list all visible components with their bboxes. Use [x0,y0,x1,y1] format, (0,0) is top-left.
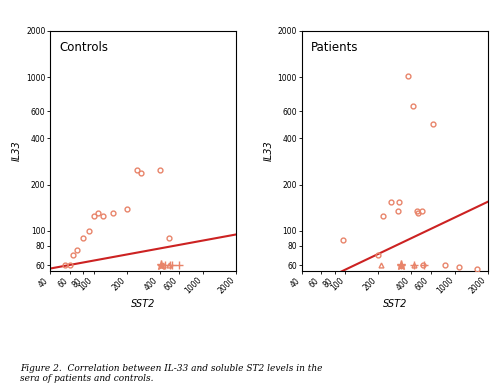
X-axis label: SST2: SST2 [383,299,407,308]
Text: Patients: Patients [311,41,359,53]
X-axis label: SST2: SST2 [131,299,155,308]
Text: Controls: Controls [59,41,109,53]
Y-axis label: IL33: IL33 [264,140,274,161]
Y-axis label: IL33: IL33 [12,140,22,161]
Text: Figure 2.  Correlation between IL-33 and soluble ST2 levels in the
sera of patie: Figure 2. Correlation between IL-33 and … [20,364,322,383]
